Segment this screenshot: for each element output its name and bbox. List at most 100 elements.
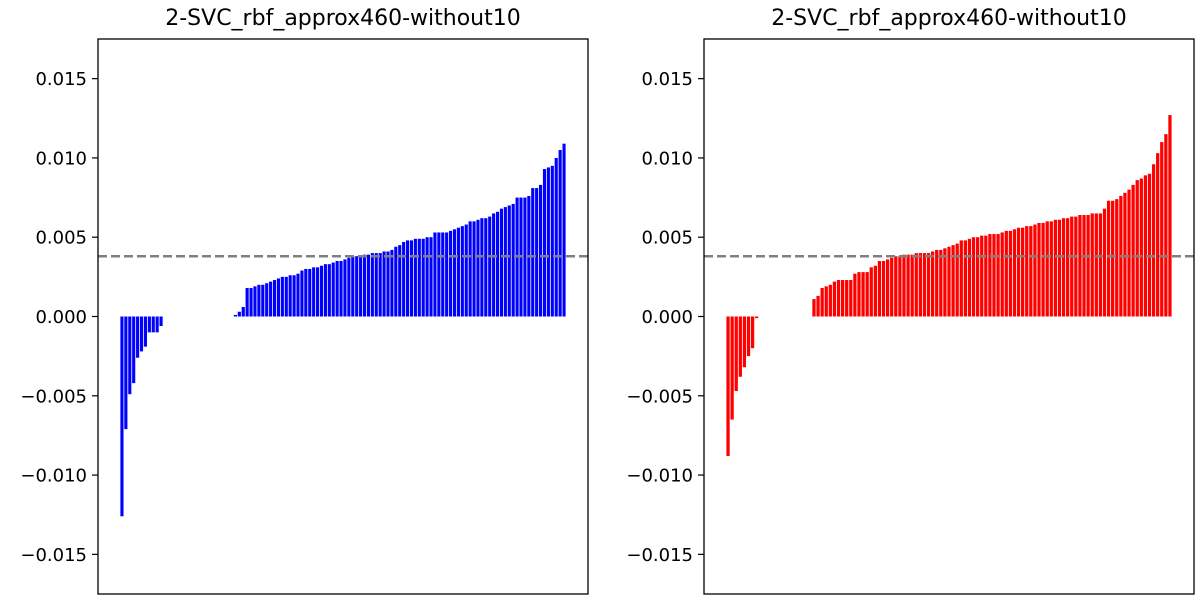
bar-right-42 — [898, 256, 902, 317]
bar-left-98 — [503, 207, 507, 317]
bar-left-73 — [405, 240, 410, 317]
bar-left-65 — [374, 253, 378, 317]
bar-left-55 — [335, 261, 339, 317]
bar-right-99 — [1131, 184, 1135, 317]
bar-left-5 — [139, 316, 144, 352]
y-tick-label-right-2: 0.005 — [641, 228, 693, 249]
bar-left-83 — [445, 232, 449, 317]
bar-right-25 — [828, 284, 832, 317]
bar-right-35 — [869, 267, 873, 317]
bar-left-35 — [257, 284, 261, 317]
y-tick-label-left-1: 0.010 — [35, 148, 87, 169]
bar-left-88 — [464, 224, 468, 317]
bar-right-98 — [1127, 189, 1131, 317]
bar-left-66 — [378, 253, 382, 317]
chart-title-right: 2-SVC_rbf_approx460-without10 — [771, 6, 1126, 31]
bar-right-102 — [1143, 175, 1148, 317]
bar-right-59 — [967, 238, 972, 317]
bar-right-104 — [1151, 164, 1156, 317]
bar-left-9 — [155, 316, 159, 333]
y-tick-label-right-5: −0.010 — [626, 466, 693, 487]
bar-left-41 — [280, 276, 284, 317]
bar-left-85 — [452, 229, 457, 317]
bar-right-95 — [1115, 199, 1119, 317]
bar-right-64 — [988, 234, 992, 317]
bar-right-101 — [1139, 178, 1143, 317]
bar-left-60 — [355, 256, 359, 317]
bar-right-60 — [971, 237, 976, 317]
bar-right-85 — [1074, 216, 1078, 317]
y-tick-label-left-0: 0.015 — [35, 69, 87, 90]
bar-left-95 — [492, 213, 496, 317]
bar-right-82 — [1061, 218, 1066, 317]
bar-right-23 — [820, 287, 824, 317]
bar-left-67 — [382, 251, 386, 317]
bar-left-100 — [511, 203, 515, 317]
bar-left-94 — [488, 216, 492, 317]
bar-left-106 — [535, 188, 539, 317]
bar-right-72 — [1021, 227, 1025, 317]
bar-left-46 — [300, 270, 304, 317]
chart-panel-left: 2-SVC_rbf_approx460-without10 0.015 0.010… — [20, 6, 589, 595]
bar-left-57 — [343, 259, 347, 317]
bar-left-30 — [237, 311, 241, 317]
bar-left-108 — [542, 169, 547, 317]
bar-right-48 — [922, 253, 927, 317]
bar-right-80 — [1053, 219, 1058, 317]
bar-left-7 — [147, 316, 151, 333]
bar-left-112 — [558, 150, 562, 317]
bar-left-90 — [472, 221, 476, 317]
bar-left-109 — [546, 167, 550, 317]
bar-right-52 — [939, 249, 943, 317]
bar-right-87 — [1082, 215, 1086, 317]
bar-right-77 — [1041, 222, 1045, 317]
bar-left-79 — [429, 237, 433, 317]
bar-right-43 — [902, 254, 906, 317]
bar-left-81 — [437, 232, 441, 317]
bar-left-70 — [394, 246, 398, 317]
bar-right-100 — [1135, 180, 1139, 317]
bar-right-103 — [1147, 173, 1152, 317]
bar-right-50 — [931, 251, 935, 317]
bar-left-64 — [370, 253, 374, 317]
bar-left-75 — [413, 238, 417, 317]
bar-left-91 — [476, 219, 480, 317]
bar-left-96 — [495, 211, 500, 317]
bar-right-22 — [816, 295, 820, 317]
bar-left-58 — [347, 257, 351, 317]
bar-right-4 — [742, 316, 747, 368]
bar-left-29 — [233, 314, 237, 317]
bar-left-86 — [456, 227, 460, 317]
bar-left-50 — [316, 267, 320, 317]
bar-left-1 — [124, 316, 128, 430]
bar-left-103 — [523, 197, 527, 317]
bar-right-55 — [951, 245, 955, 317]
bar-right-57 — [959, 240, 963, 317]
bar-right-84 — [1070, 216, 1074, 317]
bar-right-0 — [726, 316, 730, 457]
bar-right-36 — [873, 265, 877, 317]
bar-left-48 — [308, 268, 312, 317]
bar-right-3 — [738, 316, 742, 377]
bar-left-43 — [288, 275, 292, 317]
bar-left-32 — [245, 287, 249, 317]
bar-right-38 — [881, 261, 886, 317]
bar-left-92 — [480, 218, 484, 317]
bar-right-5 — [746, 316, 751, 357]
bar-left-87 — [460, 226, 464, 317]
bar-right-105 — [1156, 153, 1160, 317]
bar-left-2 — [128, 316, 132, 395]
bar-left-89 — [468, 221, 472, 317]
bar-right-90 — [1094, 213, 1098, 317]
bar-left-52 — [323, 264, 327, 317]
bar-right-92 — [1102, 208, 1107, 317]
bar-right-106 — [1160, 142, 1164, 317]
y-tick-label-right-3: 0.000 — [641, 307, 693, 328]
bar-right-88 — [1086, 215, 1090, 317]
bar-left-111 — [554, 157, 558, 317]
bar-right-53 — [943, 248, 947, 317]
bar-right-71 — [1016, 227, 1021, 317]
bar-left-61 — [359, 256, 363, 317]
y-tick-label-left-6: −0.015 — [20, 545, 87, 566]
